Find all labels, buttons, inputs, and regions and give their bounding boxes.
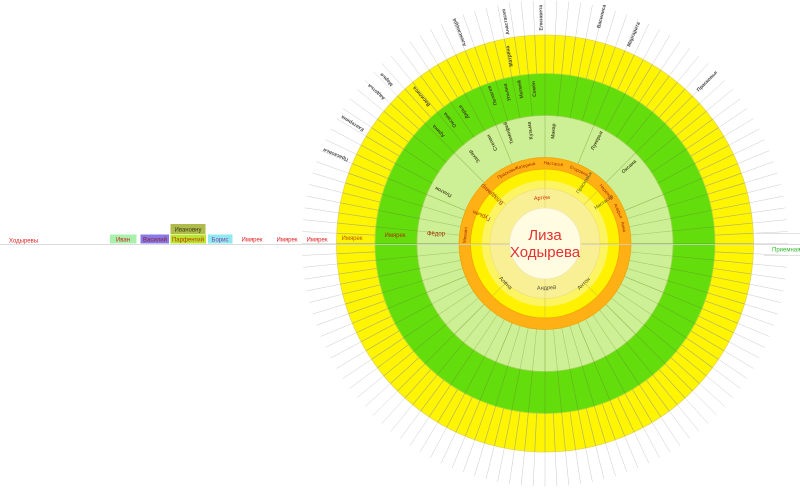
svg-text:Макар: Макар [550,123,557,139]
svg-text:Настасья: Настасья [543,160,564,167]
svg-text:Имярек: Имярек [385,233,406,239]
svg-text:Имярек: Имярек [342,236,363,242]
svg-text:Василиса: Василиса [596,4,608,29]
svg-text:Парфентий: Парфентий [172,237,204,244]
svg-text:Василий: Василий [143,237,167,244]
svg-text:Имярек: Имярек [277,238,298,244]
svg-text:Семён: Семён [531,81,538,97]
svg-text:Иван: Иван [116,238,130,244]
svg-text:Анастасия: Анастасия [501,8,511,35]
svg-text:Борис: Борис [212,238,229,244]
svg-text:Агафья: Агафья [613,203,624,220]
svg-text:Приемная: Приемная [772,248,800,254]
svg-text:Анна: Анна [620,221,627,233]
svg-text:Михаил: Михаил [462,226,469,243]
svg-text:Ульяна: Ульяна [502,83,512,102]
svg-text:Матвей: Матвей [516,80,526,99]
svg-text:Катерина: Катерина [515,161,536,171]
svg-text:Матрёна: Матрёна [505,45,515,67]
svg-text:Имярек: Имярек [307,238,328,244]
svg-text:Имярек: Имярек [242,238,263,244]
svg-text:Артём: Артём [534,195,551,202]
svg-text:Елизавета: Елизавета [538,5,544,31]
svg-text:Андрей: Андрей [537,284,556,292]
svg-text:Кузьма: Кузьма [527,121,535,140]
svg-text:Лиза: Лиза [528,227,562,244]
svg-text:Ходырева: Ходырева [510,244,581,261]
svg-text:Ивановну: Ивановну [175,228,202,234]
svg-text:Фёдор: Фёдор [427,232,446,238]
svg-text:Ходыревы: Ходыревы [9,239,38,245]
